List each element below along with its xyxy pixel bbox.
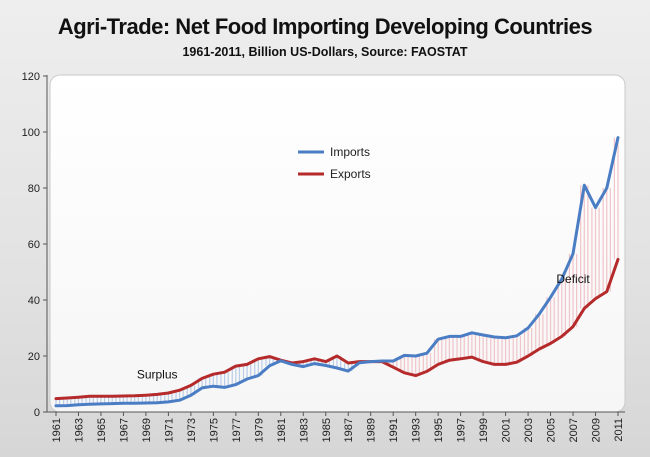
y-tick-label: 20 (28, 351, 40, 363)
legend-label-exports: Exports (330, 167, 371, 181)
y-tick-label: 80 (28, 183, 40, 195)
series-lines (54, 136, 620, 408)
y-tick-label: 40 (28, 295, 40, 307)
x-tick-label: 1987 (343, 418, 355, 442)
x-tick-label: 1979 (253, 418, 265, 442)
x-tick-label: 1965 (96, 418, 108, 442)
x-tick-label: 1989 (366, 418, 378, 442)
x-tick-label: 1961 (51, 418, 63, 442)
x-tick-label: 1985 (321, 418, 333, 442)
x-tick-label: 1973 (186, 418, 198, 442)
x-tick-label: 1983 (298, 418, 310, 442)
x-tick-label: 1977 (231, 418, 243, 442)
x-tick-label: 2011 (613, 418, 625, 442)
annotation-deficit: Deficit (556, 272, 590, 286)
x-tick-label: 1971 (163, 418, 175, 442)
y-tick-label: 100 (22, 127, 40, 139)
x-tick-label: 1969 (141, 418, 153, 442)
legend: Imports Exports (298, 145, 371, 181)
x-tick-label: 1981 (276, 418, 288, 442)
y-tick-label: 120 (22, 71, 40, 83)
x-tick-label: 1999 (478, 418, 490, 442)
x-tick-label: 1997 (456, 418, 468, 442)
annotations: Surplus Deficit (137, 272, 591, 381)
x-tick-label: 1995 (433, 418, 445, 442)
chart-subtitle: 1961-2011, Billion US-Dollars, Source: F… (182, 45, 468, 59)
x-tick-label: 2007 (568, 418, 580, 442)
chart-title: Agri-Trade: Net Food Importing Developin… (57, 14, 593, 39)
x-tick-label: 1993 (411, 418, 423, 442)
series-line-imports (54, 136, 620, 408)
x-tick-label: 2003 (523, 418, 535, 442)
y-axis-ticks: 0 20 40 60 80 100 120 (22, 71, 47, 419)
annotation-surplus: Surplus (137, 367, 178, 381)
legend-label-imports: Imports (330, 145, 370, 159)
x-tick-label: 2001 (501, 418, 513, 442)
x-tick-label: 1967 (118, 418, 130, 442)
y-tick-label: 60 (28, 239, 40, 251)
x-axis-ticks: 1961 1963 1965 1967 1969 1971 1973 1975 1977 1979… (51, 412, 625, 442)
x-tick-label: 1975 (208, 418, 220, 442)
x-tick-label: 2005 (546, 418, 558, 442)
y-tick-label: 0 (34, 407, 40, 419)
series-line-exports (54, 257, 620, 401)
x-tick-label: 1963 (73, 418, 85, 442)
x-tick-label: 1991 (388, 418, 400, 442)
x-tick-label: 2009 (591, 418, 603, 442)
